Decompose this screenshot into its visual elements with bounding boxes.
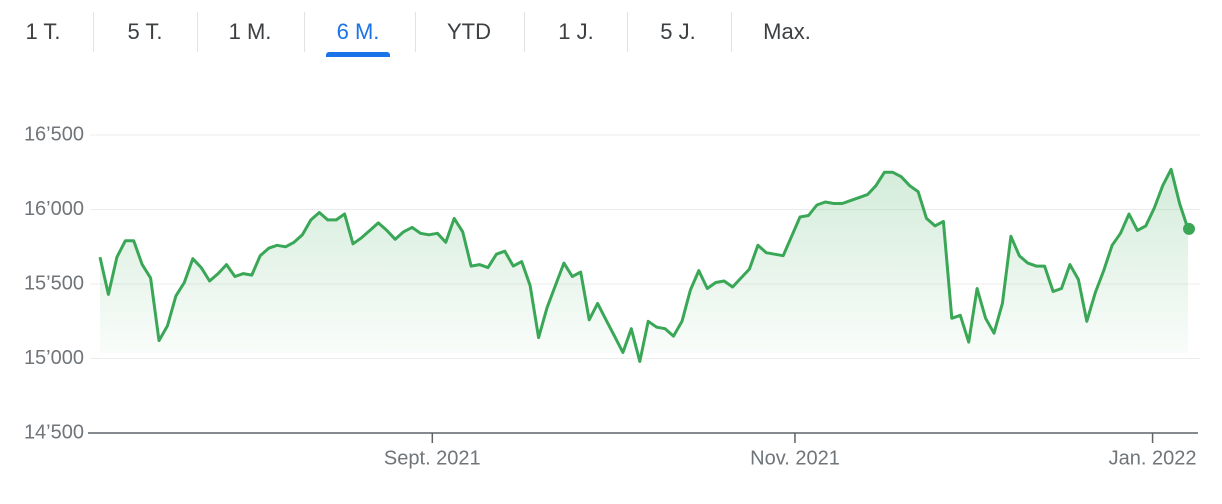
range-tabs: 1 T. 5 T. 1 M. 6 M. YTD 1 J. 5 J. Max. — [0, 0, 1222, 64]
range-tab[interactable]: Max. — [763, 19, 811, 44]
y-tick-label: 14’500 — [24, 421, 84, 443]
area — [100, 169, 1188, 362]
y-tick-label: 15’000 — [24, 347, 84, 369]
last-point — [1183, 222, 1195, 235]
range-tab[interactable]: 1 M. — [228, 19, 272, 44]
tab-separator — [731, 12, 732, 52]
tab-separator — [415, 12, 416, 52]
price-line — [98, 167, 1190, 363]
y-tick-label: 16’500 — [24, 123, 84, 145]
x-tick-label: Nov. 2021 — [750, 447, 840, 469]
range-tab[interactable]: 1 J. — [558, 19, 594, 44]
range-tab[interactable]: 6 M. — [336, 19, 380, 44]
x-tick-label: Jan. 2022 — [1109, 447, 1197, 469]
tab-separator — [93, 12, 94, 52]
tab-separator — [304, 12, 305, 52]
tab-separator — [524, 12, 525, 52]
active-tab-underline — [326, 52, 390, 57]
range-tab[interactable]: 5 T. — [127, 19, 163, 44]
range-tab[interactable]: YTD — [447, 19, 491, 44]
tab-separator — [627, 12, 628, 52]
y-tick-label: 16’000 — [24, 198, 84, 220]
x-tick-label: Sept. 2021 — [384, 447, 481, 469]
range-tab[interactable]: 1 T. — [25, 19, 61, 44]
tab-separator — [197, 12, 198, 52]
y-tick-label: 15’500 — [24, 272, 84, 294]
range-tab[interactable]: 5 J. — [660, 19, 696, 44]
